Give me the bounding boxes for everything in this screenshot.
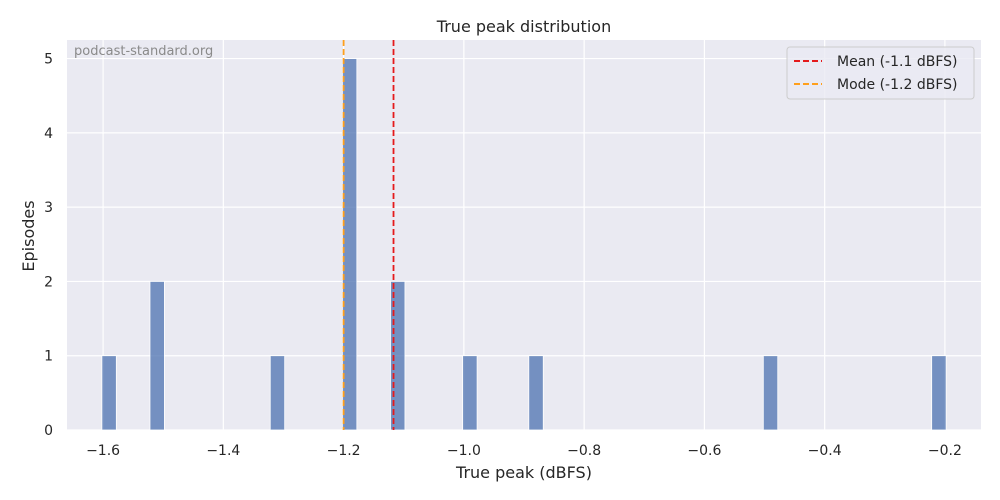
- histogram-bar: [269, 355, 286, 431]
- x-axis-label: True peak (dBFS): [455, 463, 592, 482]
- y-tick-label: 5: [44, 52, 53, 68]
- legend-mode-label: Mode (-1.2 dBFS): [837, 77, 957, 93]
- y-tick-label: 2: [44, 274, 53, 290]
- y-tick-label: 3: [44, 200, 53, 216]
- watermark-text: podcast-standard.org: [74, 44, 213, 59]
- x-tick-label: −1.6: [86, 443, 120, 459]
- x-tick-label: −1.0: [447, 443, 481, 459]
- x-tick-label: −0.2: [928, 443, 962, 459]
- legend: Mean (-1.1 dBFS) Mode (-1.2 dBFS): [786, 46, 975, 100]
- legend-box: [786, 46, 975, 100]
- y-tick-label: 0: [44, 423, 53, 439]
- legend-mean-label: Mean (-1.1 dBFS): [837, 54, 957, 70]
- histogram-bar: [149, 281, 165, 431]
- reference-lines: [342, 40, 395, 430]
- y-tick-label: 4: [44, 126, 53, 142]
- y-tick-label: 1: [44, 349, 53, 365]
- histogram-bar: [528, 355, 544, 431]
- histogram-bar: [342, 58, 358, 431]
- plot-background: [67, 40, 981, 430]
- x-tick-label: −1.2: [327, 443, 361, 459]
- chart-title: True peak distribution: [436, 17, 611, 36]
- histogram-bar: [931, 355, 947, 431]
- x-tick-label: −0.4: [808, 443, 842, 459]
- y-tick-labels: 0 1 2 3 4 5: [44, 52, 53, 439]
- x-tick-labels: −1.6 −1.4 −1.2 −1.0 −0.8 −0.6 −0.4 −0.2: [86, 443, 962, 459]
- x-tick-label: −1.4: [206, 443, 240, 459]
- histogram-bar: [762, 355, 779, 431]
- x-tick-label: −0.8: [567, 443, 601, 459]
- histogram-bar: [462, 355, 478, 431]
- y-axis-label: Episodes: [19, 200, 38, 271]
- histogram-bar: [101, 355, 117, 431]
- x-tick-label: −0.6: [687, 443, 721, 459]
